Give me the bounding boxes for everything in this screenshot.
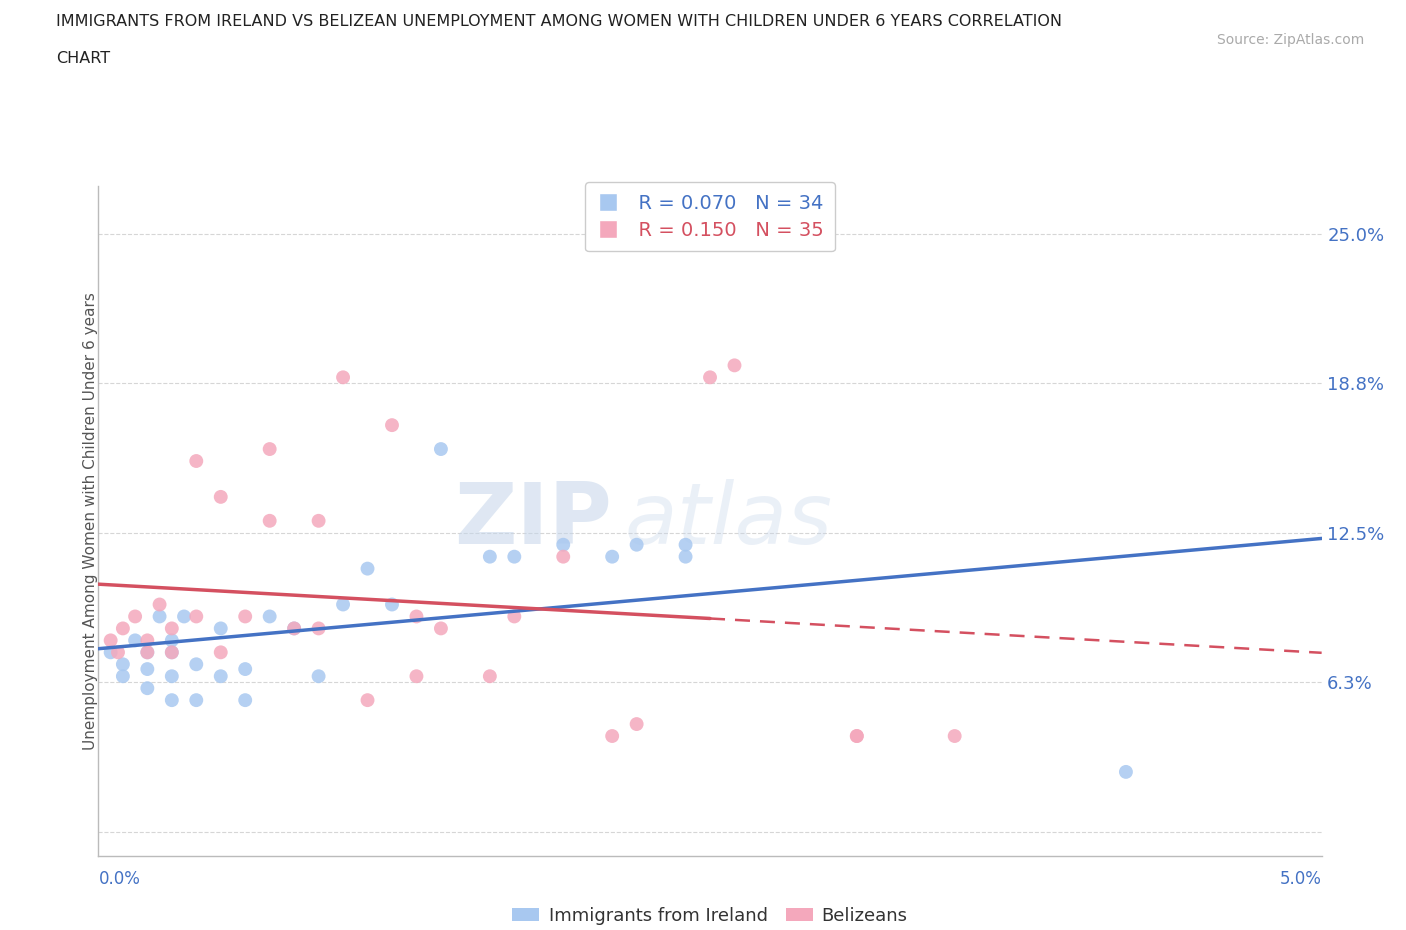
Point bbox=[100, 644, 122, 659]
Point bbox=[124, 633, 146, 648]
Point bbox=[503, 609, 526, 624]
Point bbox=[356, 693, 378, 708]
Point bbox=[107, 644, 129, 659]
Point bbox=[186, 693, 208, 708]
Y-axis label: Unemployment Among Women with Children Under 6 years: Unemployment Among Women with Children U… bbox=[83, 292, 97, 750]
Point bbox=[136, 633, 159, 648]
Point bbox=[675, 550, 697, 565]
Point bbox=[136, 644, 159, 659]
Point bbox=[233, 609, 256, 624]
Point bbox=[699, 370, 721, 385]
Point bbox=[100, 633, 122, 648]
Point bbox=[503, 550, 526, 565]
Point bbox=[186, 657, 208, 671]
Point bbox=[675, 538, 697, 552]
Point bbox=[124, 609, 146, 624]
Text: 5.0%: 5.0% bbox=[1279, 870, 1322, 887]
Point bbox=[160, 621, 183, 636]
Point bbox=[845, 728, 868, 743]
Point bbox=[356, 561, 378, 576]
Point bbox=[405, 669, 427, 684]
Point bbox=[136, 661, 159, 676]
Point bbox=[308, 669, 330, 684]
Point bbox=[943, 728, 966, 743]
Point bbox=[845, 728, 868, 743]
Point bbox=[723, 358, 745, 373]
Point bbox=[233, 693, 256, 708]
Point bbox=[381, 597, 404, 612]
Point bbox=[600, 728, 623, 743]
Point bbox=[209, 489, 232, 504]
Point bbox=[478, 550, 501, 565]
Point bbox=[160, 669, 183, 684]
Point bbox=[308, 621, 330, 636]
Point bbox=[405, 609, 427, 624]
Point bbox=[283, 621, 305, 636]
Point bbox=[381, 418, 404, 432]
Point bbox=[209, 644, 232, 659]
Point bbox=[430, 442, 453, 457]
Legend: Immigrants from Ireland, Belizeans: Immigrants from Ireland, Belizeans bbox=[503, 897, 917, 930]
Point bbox=[186, 454, 208, 469]
Point bbox=[149, 609, 172, 624]
Point bbox=[626, 538, 648, 552]
Point bbox=[259, 442, 281, 457]
Text: CHART: CHART bbox=[56, 51, 110, 66]
Point bbox=[308, 513, 330, 528]
Text: Source: ZipAtlas.com: Source: ZipAtlas.com bbox=[1216, 33, 1364, 46]
Point bbox=[332, 370, 354, 385]
Point bbox=[626, 717, 648, 732]
Point bbox=[160, 633, 183, 648]
Text: 0.0%: 0.0% bbox=[98, 870, 141, 887]
Point bbox=[111, 621, 134, 636]
Text: atlas: atlas bbox=[624, 479, 832, 563]
Point bbox=[136, 644, 159, 659]
Point bbox=[186, 609, 208, 624]
Point bbox=[430, 621, 453, 636]
Point bbox=[332, 597, 354, 612]
Text: ZIP: ZIP bbox=[454, 479, 612, 563]
Point bbox=[149, 597, 172, 612]
Point bbox=[600, 550, 623, 565]
Point bbox=[111, 657, 134, 671]
Point bbox=[259, 513, 281, 528]
Point bbox=[209, 669, 232, 684]
Point bbox=[283, 621, 305, 636]
Point bbox=[233, 661, 256, 676]
Point bbox=[1115, 764, 1137, 779]
Point bbox=[160, 693, 183, 708]
Point bbox=[160, 644, 183, 659]
Point bbox=[173, 609, 195, 624]
Point bbox=[136, 681, 159, 696]
Point bbox=[160, 644, 183, 659]
Point bbox=[209, 621, 232, 636]
Text: IMMIGRANTS FROM IRELAND VS BELIZEAN UNEMPLOYMENT AMONG WOMEN WITH CHILDREN UNDER: IMMIGRANTS FROM IRELAND VS BELIZEAN UNEM… bbox=[56, 14, 1063, 29]
Point bbox=[111, 669, 134, 684]
Point bbox=[259, 609, 281, 624]
Point bbox=[553, 538, 575, 552]
Point bbox=[478, 669, 501, 684]
Point bbox=[553, 550, 575, 565]
